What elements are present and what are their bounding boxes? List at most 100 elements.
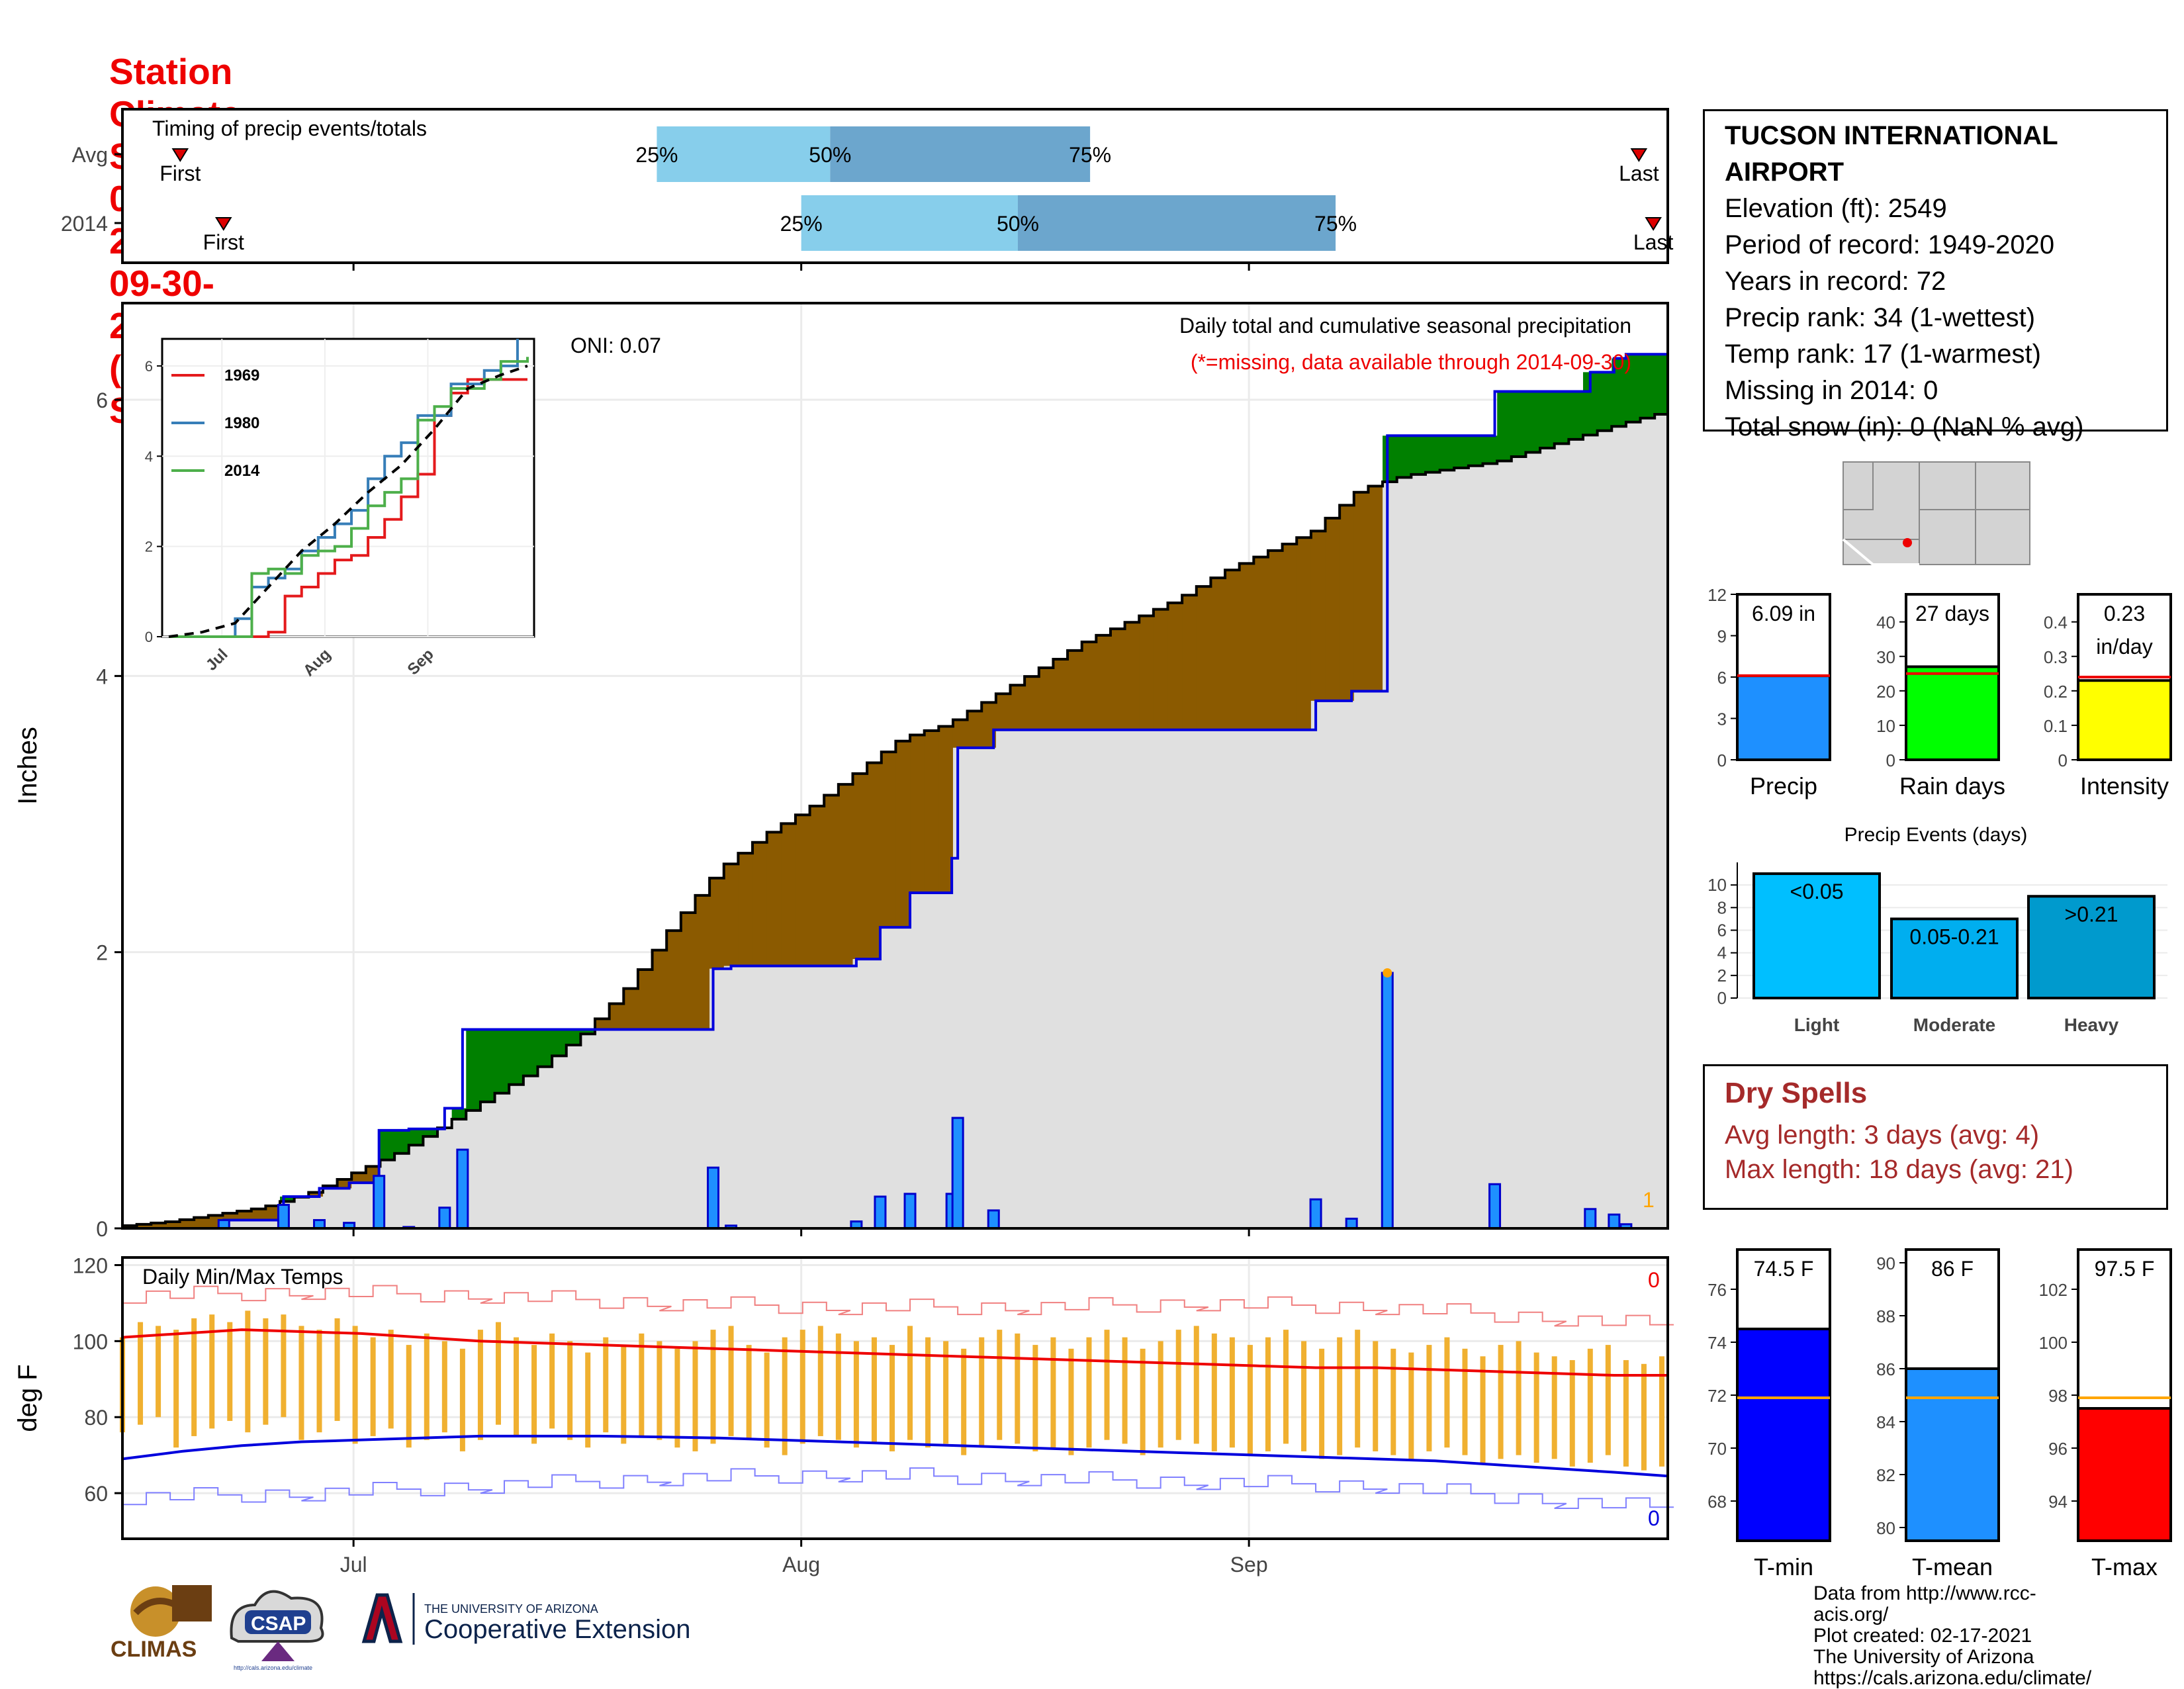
- precip-base-area: [595, 1029, 610, 1228]
- precip-y-axis-label: Inches: [13, 727, 42, 805]
- temp-daily-range-bar: [549, 1333, 555, 1429]
- summary-t-max-y-tick-label: 98: [2048, 1386, 2068, 1406]
- precip-deficit-area: [938, 726, 954, 893]
- precip-y-tick-label: 0: [96, 1217, 108, 1241]
- precip-deficit-area: [237, 1210, 252, 1220]
- temp-y-tick-label: 120: [73, 1254, 108, 1277]
- precip-base-area: [1253, 729, 1269, 1228]
- temp-daily-range-bar: [871, 1337, 877, 1444]
- precip-y-tick-label: 4: [96, 664, 108, 688]
- events-bar-heavy: [2027, 895, 2156, 999]
- precip-surplus-area: [1525, 391, 1541, 453]
- temp-daily-range-bar: [1050, 1337, 1056, 1448]
- precip-deficit-area: [967, 711, 982, 748]
- temp-daily-range-bar: [1659, 1356, 1664, 1467]
- precip-daily-bar: [951, 1117, 964, 1230]
- precip-base-area: [981, 747, 997, 1228]
- summary-t-max-y-tick-label: 96: [2048, 1439, 2068, 1459]
- temp-daily-range-bar: [156, 1326, 161, 1418]
- precip-base-area: [938, 892, 954, 1228]
- temp-daily-range-bar: [1193, 1326, 1199, 1444]
- temp-title: Daily Min/Max Temps: [142, 1265, 343, 1289]
- precip-deficit-area: [1225, 570, 1240, 730]
- temp-daily-range-bar: [1426, 1345, 1432, 1451]
- summary-intensity-y-tick-label: 0.2: [2044, 682, 2068, 702]
- station-info-box: TUCSON INTERNATIONAL AIRPORT Elevation (…: [1703, 109, 2168, 441]
- temp-daily-range-bar: [227, 1322, 233, 1421]
- summary-precip-y-tick-label: 6: [1717, 668, 1727, 688]
- temp-daily-range-bar: [1641, 1363, 1647, 1471]
- events-y-tick-label: 4: [1717, 943, 1727, 963]
- dry-avg-length: Avg length: 3 days (avg: 4): [1725, 1120, 2040, 1150]
- timing-bar-50-75: [830, 126, 1091, 182]
- summary-t-mean-y-tick-label: 90: [1876, 1254, 1895, 1273]
- precip-base-area: [1182, 729, 1197, 1228]
- precip-deficit-area: [766, 832, 782, 966]
- inset-y-tick-label: 4: [145, 448, 153, 465]
- summary-rain-days-y-tick-label: 10: [1876, 716, 1895, 736]
- summary-rain-days-y-tick-label: 30: [1876, 647, 1895, 667]
- events-category-label: Heavy: [2064, 1015, 2119, 1035]
- precip-deficit-area: [738, 853, 753, 966]
- csap-logo: CSAP http://cals.arizona.edu/climate: [230, 1590, 324, 1671]
- summary-intensity-y-tick-label: 0.1: [2044, 716, 2068, 736]
- precip-surplus-area: [1655, 354, 1668, 414]
- precip-deficit-area: [838, 784, 853, 966]
- location-map: [1842, 461, 2030, 566]
- precip-base-area: [623, 1029, 639, 1228]
- precip-base-area: [1597, 430, 1612, 1229]
- precip-surplus-area: [1612, 358, 1627, 427]
- temp-daily-range-bar: [495, 1322, 501, 1425]
- ua-logo: THE UNIVERSITY OF ARIZONA Cooperative Ex…: [361, 1593, 690, 1645]
- station-snow: Total snow (in): 0 (NaN % avg): [1725, 412, 2084, 441]
- precip-daily-bar: [874, 1195, 887, 1230]
- timing-row-label: Avg: [71, 143, 108, 167]
- temp-daily-range-bar: [388, 1330, 394, 1429]
- temp-daily-range-bar: [1229, 1337, 1235, 1448]
- precip-base-area: [781, 966, 796, 1228]
- precip-surplus-area: [480, 1029, 496, 1102]
- summary-intensity-y-tick-label: 0.4: [2044, 613, 2068, 633]
- precip-deficit-area: [695, 895, 710, 1030]
- summary-rain-days-y-tick-label: 0: [1886, 751, 1895, 770]
- temp-daily-range-bar: [1015, 1333, 1021, 1444]
- temp-daily-range-bar: [979, 1337, 985, 1448]
- precip-base-area: [1010, 729, 1025, 1228]
- precip-surplus-area: [523, 1029, 538, 1076]
- station-name: TUCSON INTERNATIONAL AIRPORT: [1725, 121, 2058, 187]
- precip-base-area: [1396, 477, 1412, 1228]
- events-category-label: Light: [1794, 1015, 1839, 1035]
- precip-base-area: [1497, 461, 1512, 1229]
- timing-marker-label: First: [203, 230, 244, 254]
- precip-deficit-area: [136, 1224, 152, 1228]
- precip-base-area: [480, 1101, 496, 1228]
- timing-row-label: 2014: [61, 212, 108, 236]
- precip-surplus-area: [451, 1108, 467, 1120]
- temp-daily-range-bar: [997, 1330, 1003, 1440]
- timing-pct-label: 25%: [635, 143, 678, 167]
- temp-daily-range-bar: [1068, 1348, 1074, 1455]
- map-station-dot: [1903, 538, 1912, 547]
- temp-daily-range-bar: [281, 1314, 287, 1418]
- temp-daily-range-bar: [907, 1326, 913, 1440]
- precip-surplus-area: [494, 1029, 510, 1093]
- temp-daily-range-bar: [1390, 1348, 1396, 1455]
- temp-avg-max-line: [122, 1328, 1668, 1377]
- timing-pct-label: 75%: [1069, 143, 1111, 167]
- precip-deficit-area: [351, 1173, 367, 1183]
- precip-deficit-area: [952, 719, 968, 748]
- summary-t-min-y-tick-label: 70: [1707, 1439, 1727, 1459]
- precip-base-area: [1081, 729, 1097, 1228]
- timing-marker-first: [214, 217, 232, 231]
- precip-base-area: [680, 1029, 696, 1228]
- precip-deficit-area: [637, 969, 653, 1030]
- dry-spells-title: Dry Spells: [1725, 1077, 1868, 1109]
- temp-panel-frame: [121, 1256, 1669, 1540]
- temp-daily-range-bar: [1175, 1330, 1181, 1440]
- precip-base-area: [1554, 443, 1569, 1229]
- inset-avg-line: [168, 365, 528, 638]
- precip-base-area: [995, 729, 1011, 1228]
- precip-base-area: [537, 1066, 553, 1228]
- precip-daily-bar: [707, 1166, 720, 1230]
- precip-surplus-area: [580, 1029, 596, 1034]
